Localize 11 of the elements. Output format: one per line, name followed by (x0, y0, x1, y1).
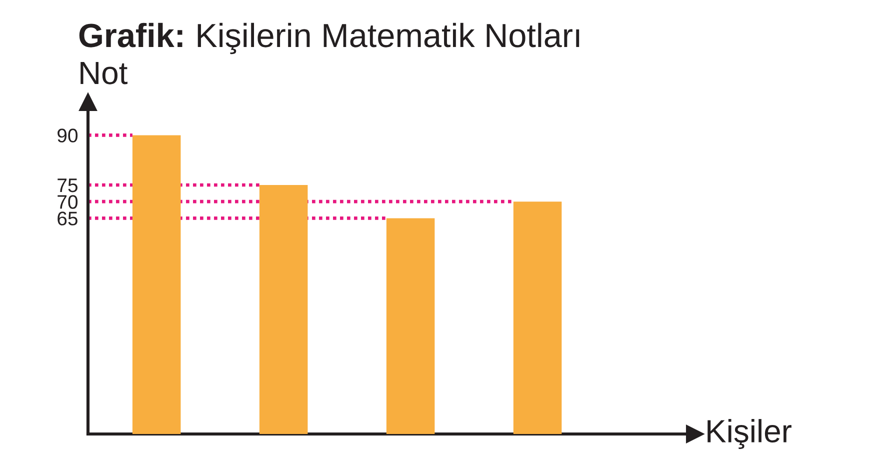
y-tick-label: 65 (58, 212, 78, 226)
y-tick-label: 75 (58, 178, 78, 192)
x-axis-title: Kişiler (708, 419, 792, 449)
bar (132, 135, 181, 434)
bar (513, 202, 562, 434)
y-tick-label: 70 (58, 195, 78, 209)
bar (386, 218, 435, 434)
bar (259, 185, 308, 434)
y-axis-title: Not (80, 62, 128, 84)
chart-title: Grafik: Kişilerin Matematik Notları (79, 22, 580, 54)
y-tick-label: 90 (58, 128, 78, 142)
